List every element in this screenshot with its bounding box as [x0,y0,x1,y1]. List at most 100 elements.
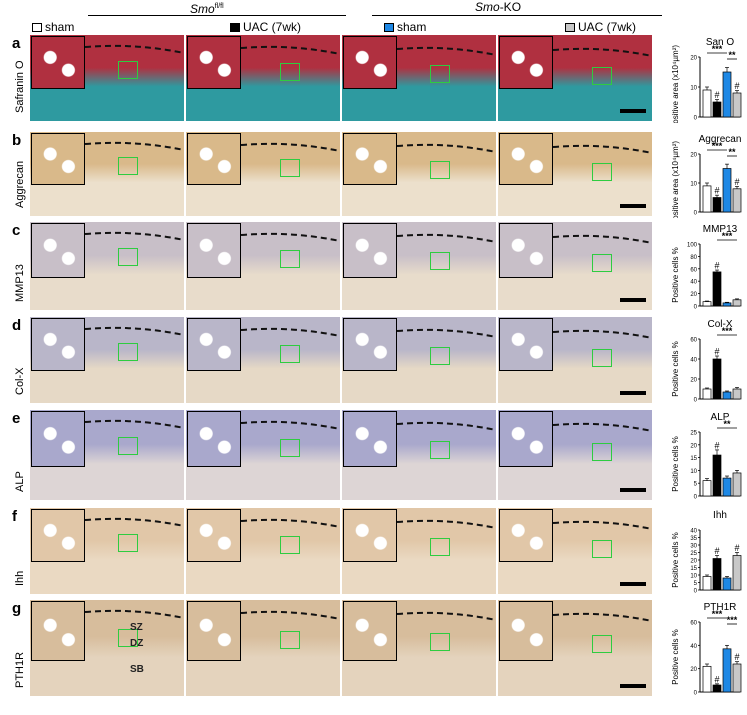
figure-row-g: g PTH1R SZ DZ SB PTH1R Positive cells % 0 20 40 60… [0,600,747,698]
chart-title: ALP [711,412,730,423]
histology-image: SZ DZ SB [30,600,184,696]
bar [732,92,742,118]
magnified-inset [343,318,397,371]
y-axis-label: Positive area (x10⁴µm²) [671,45,680,123]
magnified-inset [187,223,241,278]
magnified-inset [31,509,85,562]
roi-box [430,252,450,270]
roi-box [430,347,450,365]
roi-box [280,536,300,554]
stain-label: ALP [14,471,26,492]
roi-box [118,437,138,455]
bar [732,555,742,591]
roi-box [280,631,300,649]
significance-hash: # [734,543,739,553]
significance-hash: # [734,81,739,91]
significance-hash: # [714,90,719,100]
panel-letter: e [12,410,21,427]
y-tick-label: 15 [690,566,697,572]
magnified-inset [343,411,397,467]
roi-box [592,443,612,461]
magnified-inset [187,36,241,89]
y-tick-label: 20 [690,378,697,384]
scale-bar [620,582,646,586]
magnified-inset [499,223,553,278]
histology-image [498,132,652,216]
zone-label-sb: SB [130,664,144,675]
bar [712,197,722,213]
magnified-inset [31,601,85,661]
bar [722,71,732,118]
bar [722,168,732,213]
histology-image [30,410,184,500]
magnified-inset [31,36,85,89]
histology-image [342,222,496,310]
figure-row-d: d Col-X Col-X Positive cells % 0 20 40 60 # *** [0,317,747,405]
roi-box [280,63,300,81]
roi-box [118,343,138,361]
magnified-inset [343,601,397,661]
y-tick-label: 20 [690,667,697,673]
y-axis-label: Positive cells % [671,247,680,303]
magnified-inset [499,133,553,185]
scale-bar [620,109,646,113]
bar [722,302,732,307]
bar [702,665,712,693]
significance-hash: # [714,261,719,271]
y-tick-label: 15 [690,456,697,462]
magnified-inset [343,133,397,185]
legend-item-sham-ko: sham [384,20,426,34]
panel-letter: d [12,317,22,334]
significance-hash: # [714,674,719,684]
figure-row-c: c MMP13 MMP13 Positive cells % 0 20 40 60 80 100 #… [0,222,747,312]
histology-image [342,132,496,216]
y-tick-label: 30 [690,544,697,550]
histology-image [30,35,184,121]
y-axis-label: Positive cells % [671,629,680,685]
bar [702,301,712,307]
histology-image [186,35,340,121]
bar [732,188,742,213]
roi-box [430,65,450,83]
y-tick-label: 10 [690,574,697,580]
y-tick-label: 10 [690,182,697,188]
figure-row-e: e ALP ALP Positive cells % 0 5 10 15 20 25 # ** [0,410,747,502]
significance-stars: ** [728,147,736,157]
magnified-inset [187,133,241,185]
chart-title: San O [706,37,735,48]
significance-stars: *** [712,609,723,619]
bar [732,472,742,497]
y-tick-label: 0 [694,691,698,697]
y-tick-label: 20 [690,56,697,62]
histology-image [30,508,184,594]
tidemark-line [85,419,184,429]
histology-image [186,508,340,594]
significance-stars: *** [722,231,733,241]
legend-item-sham-flfl: sham [32,20,74,34]
panel-letter: a [12,35,21,52]
magnified-inset [31,223,85,278]
bar [702,576,712,591]
y-tick-label: 60 [690,338,697,344]
roi-box [430,441,450,459]
zone-label-sz: SZ [130,622,143,633]
histology-image [186,410,340,500]
magnified-inset [187,509,241,562]
y-tick-label: 0 [694,398,698,404]
scale-bar [620,391,646,395]
magnified-inset [343,223,397,278]
chart-title: MMP13 [703,224,738,235]
bar [712,271,722,307]
y-tick-label: 5 [694,581,698,587]
histology-image [186,222,340,310]
scale-bar [620,684,646,688]
histology-image [342,600,496,696]
magnified-inset [187,318,241,371]
panel-letter: f [12,508,17,525]
group1-bracket [88,15,346,16]
bar [732,299,742,307]
roi-box [592,67,612,85]
roi-box [280,159,300,177]
roi-box [592,163,612,181]
